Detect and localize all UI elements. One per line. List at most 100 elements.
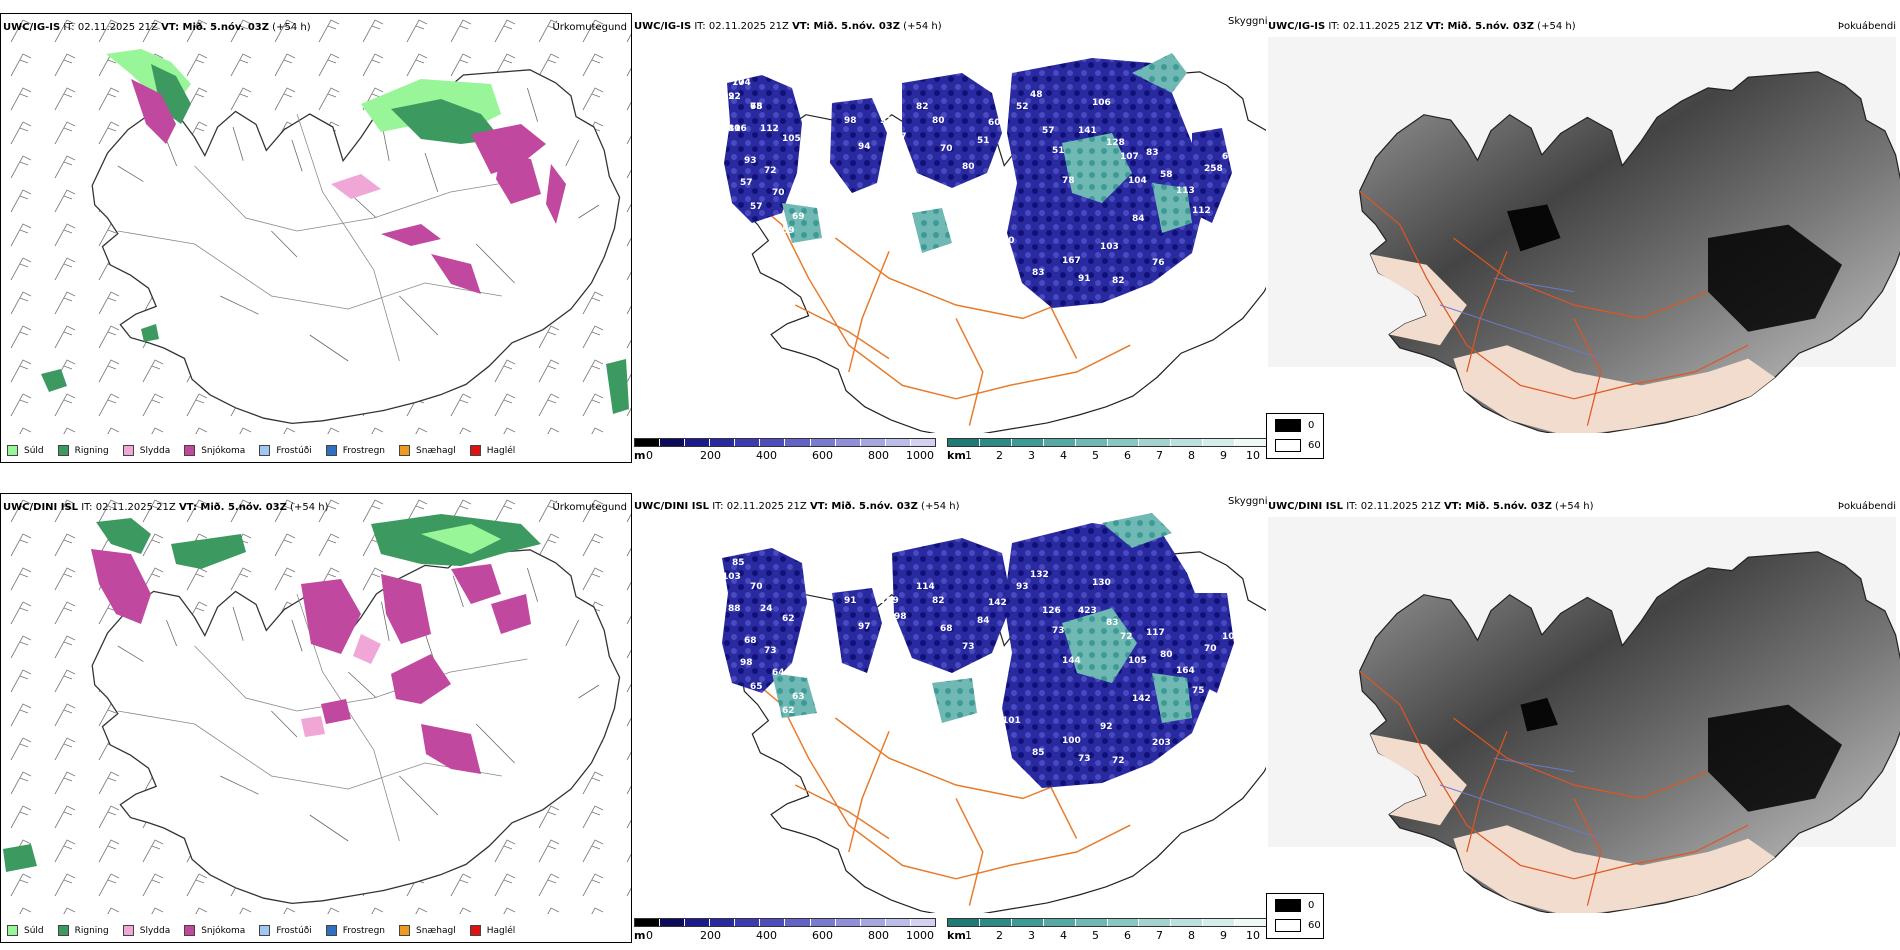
cloud-base-label: 94 <box>858 142 871 152</box>
header-top-vis: UWC/IG-IS IT: 02.11.2025 21Z VT: Mið. 5.… <box>634 21 942 32</box>
fog-legend-high: 60 <box>1308 440 1321 451</box>
vis-tick: 4 <box>1060 449 1067 462</box>
cb-tick: 1000 <box>906 449 934 462</box>
header-top-fog: UWC/IG-IS IT: 02.11.2025 21Z VT: Mið. 5.… <box>1268 21 1576 32</box>
cloud-base-label: 142 <box>1132 694 1151 704</box>
cloud-base-label: 80 <box>1160 650 1173 660</box>
cloud-base-label: 70 <box>750 582 763 592</box>
vis-tick: 5 <box>1092 929 1099 942</box>
cloud-base-label: 68 <box>940 624 953 634</box>
legend-item-slydda: Slydda <box>122 445 170 456</box>
cloud-base-label: 51 <box>1052 146 1065 156</box>
legend-item-sul: Súld <box>7 445 44 456</box>
cloud-base-label: 144 <box>1062 656 1081 666</box>
fog-panel-bottom: UWC/DINI ISL IT: 02.11.2025 21Z VT: Mið.… <box>1266 493 1900 943</box>
vis-tick: 10 <box>1246 449 1260 462</box>
cloud-base-label: 68 <box>744 636 757 646</box>
cloud-base-label: 112 <box>760 124 779 134</box>
vis-tick: 9 <box>1220 929 1227 942</box>
cloud-base-label: 81 <box>728 124 741 134</box>
colorbar-bottom: m 0 200 400 600 800 1000 km 1 2 3 4 5 6 … <box>634 918 1267 944</box>
vis-tick: 7 <box>1156 449 1163 462</box>
cloud-base-label: 106 <box>728 124 747 134</box>
cloud-base-label: 77 <box>732 78 745 88</box>
colorbar-top: m 0 200 400 600 800 1000 km 1 2 3 4 5 6 … <box>634 438 1267 464</box>
cloud-base-label: 75 <box>750 102 763 112</box>
precip-type-panel-bottom: UWC/DINI ISL IT: 02.11.2025 21Z VT: Mið.… <box>0 493 632 943</box>
cloud-base-label: 84 <box>977 616 990 626</box>
cb-tick: 1000 <box>906 929 934 942</box>
vis-tick: 1 <box>965 449 972 462</box>
cloud-base-label: 103 <box>1222 632 1241 642</box>
cloud-base-label: 112 <box>1192 206 1211 216</box>
cb-tick: 600 <box>812 449 833 462</box>
cloud-base-label: 98 <box>844 116 857 126</box>
cloud-base-label: 70 <box>940 144 953 154</box>
cloud-base-label: 126 <box>1042 606 1061 616</box>
cloud-base-label: 72 <box>1120 632 1133 642</box>
cloud-base-label: 82 <box>1112 276 1125 286</box>
cloud-base-label: 80 <box>932 116 945 126</box>
vis-tick: 5 <box>1092 449 1099 462</box>
cloud-base-label: 258 <box>1204 164 1223 174</box>
cloud-base-label: 84 <box>1132 214 1145 224</box>
cloud-base-label: 98 <box>894 612 907 622</box>
vis-tick: 1 <box>965 929 972 942</box>
cloud-base-label: 72 <box>1112 756 1125 766</box>
cloud-base-label: 97 <box>858 622 871 632</box>
cloud-base-label: 83 <box>1032 268 1045 278</box>
cloud-base-label: 423 <box>1078 606 1097 616</box>
legend-item-frostudi: Frostúði <box>259 445 312 456</box>
cloud-base-label: 103 <box>722 572 741 582</box>
cloud-base-label: 128 <box>1106 138 1125 148</box>
cb-tick: 800 <box>868 929 889 942</box>
vis-tick: 9 <box>1220 449 1227 462</box>
fog-map-bottom <box>1268 517 1900 913</box>
cloud-base-label: 57 <box>750 202 763 212</box>
cb-tick: 800 <box>868 449 889 462</box>
precip-areas <box>41 49 629 414</box>
precip-legend-top: Súld Rigning Slydda Snjókoma Frostúði Fr… <box>7 445 529 456</box>
cloud-base-label: 91 <box>844 596 857 606</box>
legend-item-haglel: Haglél <box>469 445 515 456</box>
cloud-base-label: 73 <box>962 642 975 652</box>
precip-type-panel-top: UWC/IG-IS IT: 02.11.2025 21Z VT: Mið. 5.… <box>0 13 632 463</box>
cloud-base-label: 48 <box>1030 90 1043 100</box>
visibility-panel-top: UWC/IG-IS IT: 02.11.2025 21Z VT: Mið. 5.… <box>632 13 1268 464</box>
cloud-base-label: 51 <box>977 136 990 146</box>
cloud-base-label: 141 <box>1078 126 1097 136</box>
cloud-base-label: 59 <box>722 92 735 102</box>
cloud-base-label: 73 <box>1052 626 1065 636</box>
precip-legend-bottom: Súld Rigning Slydda Snjókoma Frostúði Fr… <box>7 925 529 936</box>
vis-tick: 6 <box>1124 929 1131 942</box>
cloud-base-label: 70 <box>772 188 785 198</box>
header-bottom-fog: UWC/DINI ISL IT: 02.11.2025 21Z VT: Mið.… <box>1268 501 1594 512</box>
vis-tick: 2 <box>996 449 1003 462</box>
cloud-base-label: 51 <box>880 116 893 126</box>
cloud-base-label: 122 <box>722 92 741 102</box>
cb-tick: 200 <box>700 929 721 942</box>
visibility-colorbar-top <box>947 438 1267 447</box>
cloud-base-label: 69 <box>792 212 805 222</box>
cloudbase-map-bottom: 85 103 70 88 24 62 68 73 98 64 65 63 62 91 97 109 98 114 8… <box>722 513 1266 913</box>
cloudbase-labels-bottom: 85 103 70 88 24 62 68 73 98 64 65 63 62 91 97 109 98 114 8… <box>722 558 1241 766</box>
cloudbase-colorbar-top <box>634 438 936 447</box>
cloud-base-label: 101 <box>1002 716 1021 726</box>
legend-item-haglel: Haglél <box>469 925 515 936</box>
legend-item-rigning: Rigning <box>57 445 109 456</box>
legend-item-snjokoma: Snjókoma <box>184 925 245 936</box>
cloud-base-label: 76 <box>1152 258 1165 268</box>
cloud-base-label: 70 <box>1204 644 1217 654</box>
vis-tick: 7 <box>1156 929 1163 942</box>
precip-areas <box>3 514 541 872</box>
cloudbase-unit: m <box>634 449 646 462</box>
vis-title-bottom: Skyggni <box>1228 496 1268 507</box>
cb-tick: 200 <box>700 449 721 462</box>
cloud-base-label: 103 <box>1100 242 1119 252</box>
legend-item-frostregn: Frostregn <box>325 925 385 936</box>
visibility-panel-bottom: UWC/DINI ISL IT: 02.11.2025 21Z VT: Mið.… <box>632 493 1268 944</box>
cloud-base-label: 66 <box>1222 152 1235 162</box>
cloud-base-label: 57 <box>740 178 753 188</box>
vis-tick: 3 <box>1028 449 1035 462</box>
